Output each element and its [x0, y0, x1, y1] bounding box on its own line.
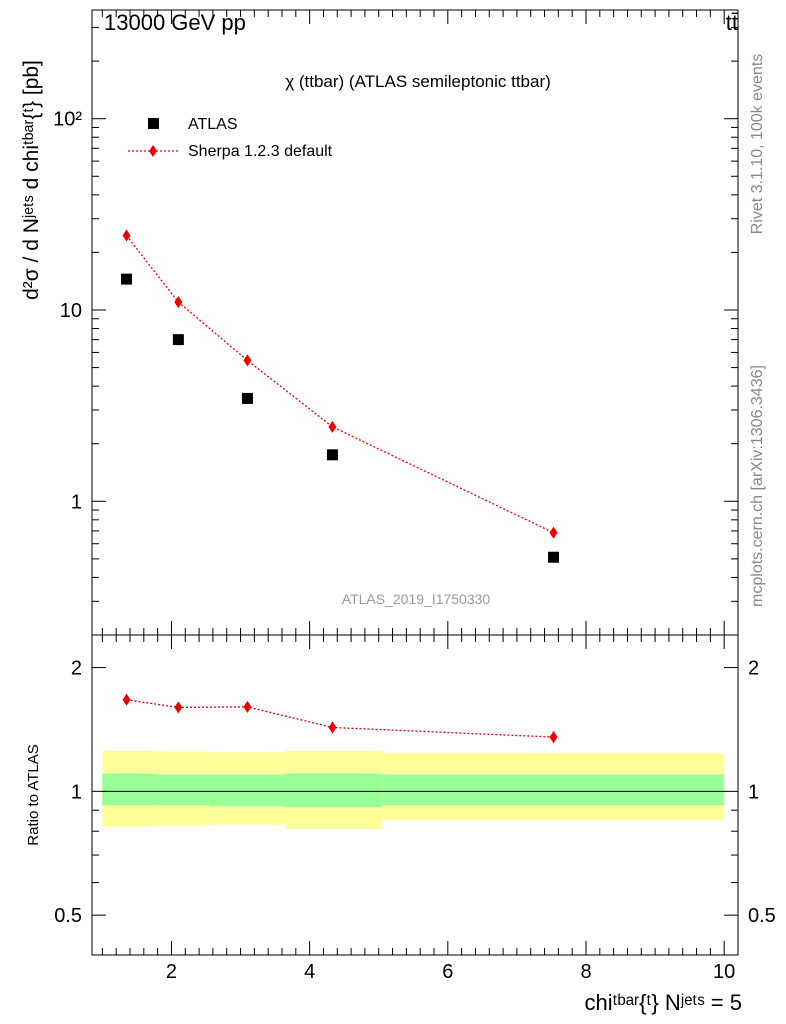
x-tick-label: 6: [442, 961, 453, 983]
legend-marker-sherpa: [149, 145, 157, 157]
analysis-id-label: ATLAS_2019_I1750330: [342, 591, 491, 607]
sherpa-point: [328, 420, 337, 433]
uncertainty-band-inner: [154, 774, 210, 806]
atlas-point: [172, 334, 184, 346]
x-tick-label: 8: [580, 961, 591, 983]
main-y-tick-label: 10²: [53, 109, 82, 131]
uncertainty-band-inner: [285, 773, 383, 808]
source-info-label: mcplots.cern.ch [arXiv:1306.3436]: [749, 365, 766, 607]
ratio-y-tick-label: 2: [71, 658, 82, 680]
ratio-y-tick-label: 0.5: [54, 905, 82, 927]
ratio-sherpa-point: [328, 721, 337, 734]
ratio-sherpa-point: [549, 731, 558, 744]
main-plot-panel: 1 10 10² χ (ttbar) (ATLAS semileptonic ttb…: [20, 9, 739, 636]
ratio-sherpa-point: [122, 693, 131, 706]
ratio-y-tick-label-right: 1: [748, 781, 759, 803]
atlas-point: [121, 273, 133, 285]
rivet-info-label: Rivet 3.1.10, 100k events: [749, 54, 766, 235]
uncertainty-band-inner: [209, 774, 286, 807]
legend-label-atlas: ATLAS: [188, 116, 238, 133]
main-y-tick-label: 10: [60, 300, 82, 322]
sherpa-line: [126, 235, 554, 534]
ratio-y-tick-label-right: 0.5: [748, 905, 776, 927]
legend-marker-atlas: [148, 118, 159, 129]
legend: ATLAS Sherpa 1.2.3 default: [128, 116, 333, 160]
x-tick-label: 2: [166, 961, 177, 983]
ratio-y-tick-label-right: 2: [748, 658, 759, 680]
process-label: tt̄: [726, 10, 738, 35]
main-y-tick-label: 1: [71, 491, 82, 513]
beam-label: 13000 GeV pp: [104, 10, 246, 35]
ratio-plot-frame: [91, 634, 739, 956]
ratio-sherpa-point: [174, 701, 183, 714]
atlas-point: [241, 392, 253, 404]
atlas-point: [548, 551, 560, 563]
legend-label-sherpa: Sherpa 1.2.3 default: [188, 143, 333, 160]
main-plot-frame: [91, 9, 739, 636]
ratio-y-tick-label: 1: [71, 781, 82, 803]
main-plot-ylabel: d²σ / d Nʲᵉᵗˢ d chiᵗᵇᵃʳ{ᵗ} [pb]: [20, 60, 43, 300]
ratio-plot-ylabel: Ratio to ATLAS: [25, 744, 42, 845]
atlas-point: [326, 449, 338, 461]
x-tick-label: 10: [713, 961, 735, 983]
sherpa-point: [549, 526, 558, 539]
main-plot-title: χ (ttbar) (ATLAS semileptonic ttbar): [285, 72, 551, 91]
ratio-sherpa-point: [243, 700, 252, 713]
sherpa-point: [122, 229, 131, 242]
ratio-sherpa-line: [126, 699, 554, 738]
sherpa-point: [243, 354, 252, 367]
uncertainty-band-inner: [102, 773, 155, 806]
sherpa-point: [174, 296, 183, 309]
uncertainty-band-inner: [382, 774, 725, 806]
ratio-plot-panel: 2 4 6 8 10 0.5 0.5 1 1 2 2 Ratio to ATLAS: [25, 634, 776, 983]
x-tick-label: 4: [304, 961, 315, 983]
x-axis-label: chiᵗᵇᵃʳ{ᵗ} Nʲᵉᵗˢ = 5: [584, 990, 742, 1015]
